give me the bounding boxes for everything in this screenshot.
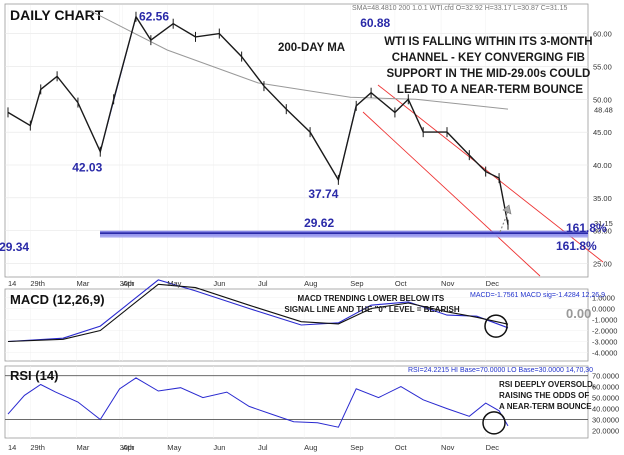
price-y-tick: 45.00 bbox=[593, 128, 612, 137]
channel-lower-line bbox=[362, 111, 541, 277]
x-tick-label: 29th bbox=[30, 279, 45, 288]
x-tick-label: Aug bbox=[304, 279, 317, 288]
ma-label: 200-DAY MA bbox=[278, 42, 345, 54]
rsi-info: RSI=24.2215 HI Base=70.0000 LO Base=30.0… bbox=[408, 367, 593, 374]
macd-zero-text: 0.00 bbox=[566, 306, 591, 321]
x-tick-label-bottom: May bbox=[167, 443, 181, 452]
macd-y-tick: 1.0000 bbox=[592, 294, 615, 303]
x-tick-label-bottom: Jul bbox=[258, 443, 268, 452]
rsi-y-tick: 50.0000 bbox=[592, 394, 619, 403]
x-tick-label: 30th bbox=[120, 279, 135, 288]
macd-y-tick: -1.0000 bbox=[592, 316, 617, 325]
rsi-line bbox=[7, 377, 509, 428]
main-annotation: WTI IS FALLING WITHIN ITS 3-MONTH CHANNE… bbox=[384, 36, 595, 96]
current-price-label: 31.15 bbox=[594, 219, 613, 228]
info-line: SMA=48.4810 200 1.0.1 WTI.cfd O=32.92 H=… bbox=[352, 5, 568, 12]
price-label-5: 29.34 bbox=[0, 240, 29, 254]
x-tick-label: May bbox=[167, 279, 181, 288]
macd-y-tick: 0.0000 bbox=[592, 305, 615, 314]
price-y-tick: 50.00 bbox=[593, 95, 612, 104]
ma-price-label: 48.48 bbox=[594, 105, 613, 114]
x-tick-label: Mar bbox=[76, 279, 89, 288]
rsi-y-tick: 20.0000 bbox=[592, 427, 619, 436]
price-label-0: 62.56 bbox=[139, 10, 169, 24]
chart-title: DAILY CHART bbox=[10, 7, 104, 23]
x-tick-label: Dec bbox=[486, 279, 500, 288]
x-tick-label: Apr bbox=[123, 279, 135, 288]
macd-line bbox=[7, 279, 509, 343]
rsi-title: RSI (14) bbox=[10, 368, 58, 383]
x-tick-label-bottom: 30th bbox=[120, 443, 135, 452]
fib-support-band bbox=[100, 232, 588, 238]
rsi-annotation-line-2: RAISING THE ODDS OF bbox=[499, 391, 589, 400]
x-tick-label: Sep bbox=[350, 279, 363, 288]
macd-annotation-line-2: SIGNAL LINE AND THE "0" LEVEL = BEARISH bbox=[284, 305, 459, 314]
price-label-2: 37.74 bbox=[308, 187, 338, 201]
x-tick-label-bottom: Dec bbox=[486, 443, 500, 452]
price-label-4: 29.62 bbox=[304, 216, 334, 230]
main-annotation-line-3: SUPPORT IN THE MID-29.00s COULD bbox=[386, 68, 590, 80]
rsi-y-tick: 40.0000 bbox=[592, 405, 619, 414]
x-tick-label-bottom: Aug bbox=[304, 443, 317, 452]
rsi-highlight-circle bbox=[482, 411, 506, 435]
price-y-tick: 35.00 bbox=[593, 194, 612, 203]
macd-title: MACD (12,26,9) bbox=[10, 292, 105, 307]
price-y-tick: 30.00 bbox=[593, 227, 612, 236]
price-panel-frame bbox=[4, 3, 589, 278]
rsi-y-tick: 70.0000 bbox=[592, 372, 619, 381]
x-tick-label: 14 bbox=[8, 279, 16, 288]
price-y-tick: 55.00 bbox=[593, 62, 612, 71]
x-tick-label-bottom: 29th bbox=[30, 443, 45, 452]
x-tick-label-bottom: Sep bbox=[350, 443, 363, 452]
price-label-1: 42.03 bbox=[72, 161, 102, 175]
macd-panel-frame bbox=[4, 288, 589, 362]
rsi-y-tick: 60.0000 bbox=[592, 383, 619, 392]
price-y-tick: 60.00 bbox=[593, 30, 612, 39]
ma-200-line bbox=[89, 10, 509, 110]
x-tick-label: Jul bbox=[258, 279, 268, 288]
macd-annotation-line-1: MACD TRENDING LOWER BELOW ITS bbox=[298, 294, 445, 303]
bounce-arrow-head bbox=[502, 204, 512, 215]
price-y-tick: 25.00 bbox=[593, 260, 612, 269]
macd-y-tick: -2.0000 bbox=[592, 327, 617, 336]
macd-y-tick: -4.0000 bbox=[592, 349, 617, 358]
x-tick-label-bottom: Mar bbox=[76, 443, 89, 452]
bounce-arrow-line bbox=[499, 211, 509, 233]
rsi-annotation-line-1: RSI DEEPLY OVERSOLD, bbox=[499, 380, 595, 389]
x-tick-label: Nov bbox=[441, 279, 455, 288]
main-annotation-line-1: WTI IS FALLING WITHIN ITS 3-MONTH bbox=[384, 36, 592, 48]
rsi-annotation: RSI DEEPLY OVERSOLD, RAISING THE ODDS OF… bbox=[499, 380, 597, 411]
x-tick-label-bottom: Jun bbox=[213, 443, 225, 452]
price-label-3: 60.88 bbox=[360, 16, 390, 30]
x-tick-label-bottom: 14 bbox=[8, 443, 16, 452]
x-tick-label-bottom: Apr bbox=[123, 443, 135, 452]
fib-label-upper: 161.8% bbox=[566, 221, 607, 235]
rsi-annotation-line-3: A NEAR-TERM BOUNCE bbox=[499, 402, 592, 411]
macd-signal-line bbox=[7, 283, 509, 343]
x-tick-label: Oct bbox=[395, 279, 408, 288]
macd-y-tick: -3.0000 bbox=[592, 338, 617, 347]
main-annotation-line-4: LEAD TO A NEAR-TERM BOUNCE bbox=[397, 84, 583, 96]
x-tick-label-bottom: Oct bbox=[395, 443, 408, 452]
main-annotation-line-2: CHANNEL - KEY CONVERGING FIB bbox=[392, 52, 585, 64]
price-y-tick: 40.00 bbox=[593, 161, 612, 170]
rsi-panel-frame bbox=[4, 365, 589, 439]
macd-info: MACD=-1.7561 MACD sig=-1.4284 12,26,9 bbox=[470, 292, 605, 299]
rsi-y-tick: 30.0000 bbox=[592, 416, 619, 425]
fib-label-lower: 161.8% bbox=[556, 239, 597, 253]
x-tick-label-bottom: Nov bbox=[441, 443, 455, 452]
x-tick-label: Jun bbox=[213, 279, 225, 288]
macd-annotation: MACD TRENDING LOWER BELOW ITS SIGNAL LIN… bbox=[284, 294, 459, 314]
macd-highlight-circle bbox=[484, 314, 508, 338]
